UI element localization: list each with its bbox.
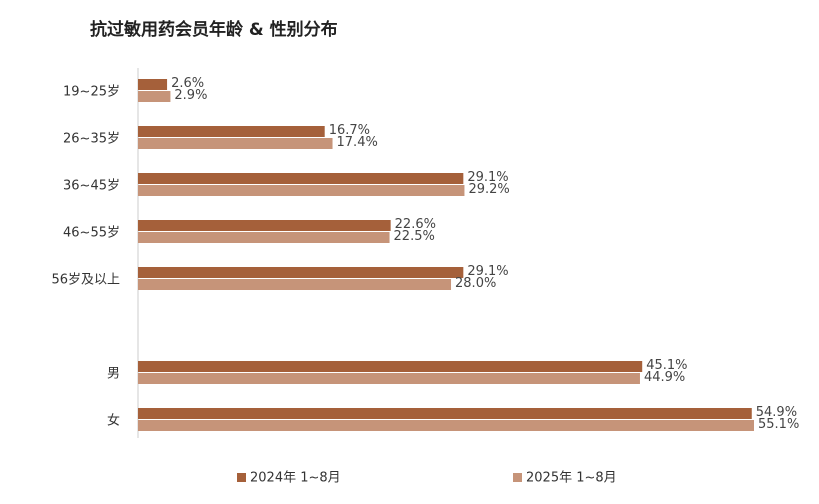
category-label: 19~25岁 [63, 85, 120, 100]
bar [138, 185, 465, 196]
value-label: 17.4% [337, 135, 378, 150]
category-label: 46~55岁 [63, 226, 120, 241]
value-label: 44.9% [644, 370, 685, 385]
value-label: 22.6% [395, 217, 436, 232]
category-label: 男 [107, 367, 120, 382]
chart-title: 抗过敏用药会员年龄 & 性别分布 [90, 19, 338, 40]
bar [138, 408, 752, 419]
bar [138, 79, 168, 90]
bar [138, 138, 333, 149]
value-label: 2.6% [171, 76, 204, 91]
bar [138, 279, 452, 290]
legend-label: 2025年 1~8月 [526, 471, 617, 486]
bar [138, 267, 464, 278]
value-label: 22.5% [394, 229, 435, 244]
value-label: 54.9% [756, 405, 797, 420]
value-label: 45.1% [646, 358, 687, 373]
bar [138, 373, 640, 384]
bar [138, 420, 754, 431]
category-label: 36~45岁 [63, 179, 120, 194]
bar [138, 173, 464, 184]
value-label: 55.1% [758, 417, 799, 432]
category-label: 56岁及以上 [51, 273, 120, 288]
bar [138, 232, 390, 243]
value-label: 28.0% [455, 276, 496, 291]
value-label: 29.2% [468, 182, 509, 197]
legend-label: 2024年 1~8月 [250, 471, 341, 486]
category-label: 女 [107, 413, 120, 429]
value-label: 29.1% [467, 264, 508, 279]
bar [138, 126, 325, 137]
value-label: 29.1% [467, 170, 508, 185]
value-label: 16.7% [329, 123, 370, 138]
legend-swatch [237, 473, 246, 482]
bar [138, 361, 643, 372]
legend-swatch [513, 473, 522, 482]
category-label: 26~35岁 [63, 132, 120, 147]
value-label: 2.9% [174, 88, 207, 103]
bar [138, 91, 171, 102]
bar [138, 220, 391, 231]
